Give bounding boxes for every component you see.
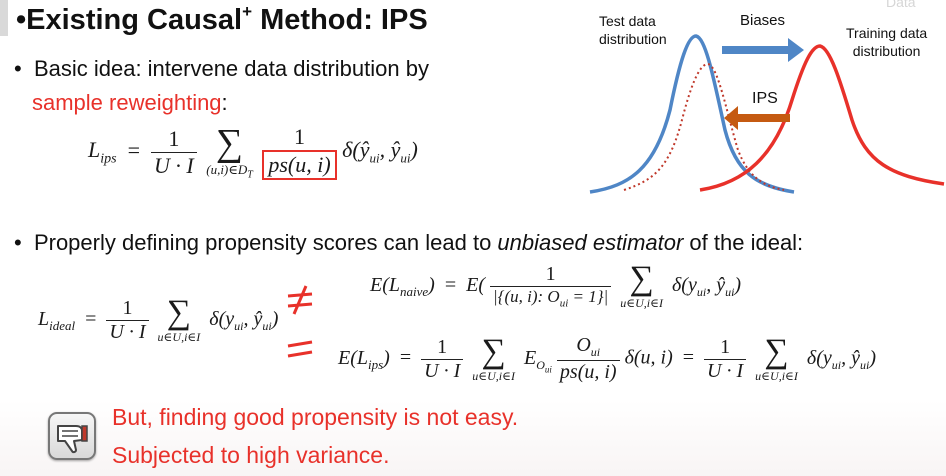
warning-line-1: But, finding good propensity is not easy… [112,404,519,430]
bullet-2: • Properly defining propensity scores ca… [14,230,804,255]
comparison-marks [287,285,313,358]
equal-mark [287,340,313,358]
test-distribution-curve [589,34,795,194]
biases-label: Biases [740,12,786,29]
bullet-1: • Basic idea: intervene data distributio… [14,56,429,81]
title-accent-bar [0,0,8,36]
training-distribution-label: Training data distribution [846,25,928,59]
not-equal-mark [287,285,313,315]
bias-arrow [722,38,804,62]
thumbs-down-icon [48,412,96,460]
warning-line-2: Subjected to high variance. [112,442,390,468]
naive-expectation-formula: E(Lnaive) = E( 1 |{(u, i): Oui = 1}| ∑ u∈… [370,260,742,311]
bullet-1-line2: sample reweighting: [32,90,228,115]
slide-title: •Existing Causal+ Method: IPS [16,2,428,36]
training-distribution-curve [699,44,945,192]
distribution-figure [589,34,945,194]
bottom-highlight-band [0,400,946,476]
watermark-text: Data [886,0,916,10]
ips-label: IPS [752,90,778,107]
unbiased-estimator-text: unbiased estimator [497,230,684,255]
sample-reweighting-text: sample reweighting [32,90,222,115]
bullet-1-text: Basic idea: intervene data distribution … [33,56,429,81]
reweighted-distribution-curve [623,62,785,191]
propensity-score-box: ps(u, i) [262,150,337,181]
ips-arrow [724,106,790,130]
test-distribution-label: Test data distribution [599,13,667,47]
